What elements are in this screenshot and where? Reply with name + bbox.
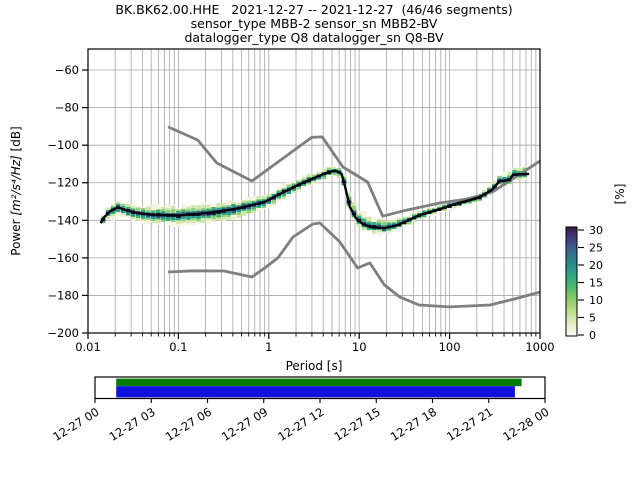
timeline-ticks: 12-27 00 12-27 03 12-27 06 12-27 09 12-27 12…: [50, 398, 552, 444]
y-tick-label: −140: [47, 213, 79, 227]
timeline-tick-label: 12-27 00: [50, 405, 101, 444]
timeline-tick-label: 12-27 18: [388, 405, 439, 444]
noise-model-low-curve: [168, 221, 540, 309]
x-tick-label: 0.1: [169, 340, 187, 354]
timeline-tick-label: 12-27 09: [219, 405, 270, 444]
coverage-timeline: 12-27 00 12-27 03 12-27 06 12-27 09 12-27 12…: [50, 376, 552, 444]
timeline-tick-label: 12-27 03: [107, 405, 158, 444]
plot-frame: [87, 48, 541, 334]
curves: [99, 125, 540, 309]
timeline-coverage-bar: [116, 386, 515, 398]
timeline-tick-label: 12-27 15: [332, 405, 383, 444]
x-tick-label: 1: [265, 340, 272, 354]
colorbar-tick-label: 30: [589, 224, 603, 237]
timeline-tick-label: 12-27 06: [163, 405, 214, 444]
y-tick-label: −200: [47, 326, 79, 340]
figure-title-line1: BK.BK62.00.HHE 2021-12-27 -- 2021-12-27 …: [115, 2, 512, 17]
colorbar-ticks: 0 5 10 15 20 25 30: [578, 224, 603, 342]
y-tick-label: −180: [47, 288, 79, 302]
x-tick-label: 1000: [525, 340, 554, 354]
timeline-tick-label: 12-28 00: [500, 405, 551, 444]
colorbar-tick-label: 15: [589, 277, 603, 290]
colorbar-tick-label: 10: [589, 294, 603, 307]
colorbar: [565, 226, 578, 337]
y-axis-label: Power [m²/s⁴/Hz] [dB]: [9, 126, 23, 255]
figure-title-line3: datalogger_type Q8 datalogger_sn Q8-BV: [184, 30, 444, 45]
psd-mode-line: [99, 169, 530, 230]
figure-title-line2: sensor_type MBB-2 sensor_sn MBB2-BV: [191, 16, 438, 31]
y-tick-label: −100: [47, 138, 79, 152]
axis-ticks: 0.01 0.1 1 10 100 1000 −60 −80 −100 −120 −140 −160 −…: [47, 63, 554, 354]
y-tick-label: −80: [55, 101, 79, 115]
timeline-tick-label: 12-27 12: [275, 405, 326, 444]
noise-model-high-curve: [167, 125, 540, 218]
psd-histogram-cell: [286, 189, 291, 194]
colorbar-tick-label: 0: [589, 329, 596, 342]
colorbar-tick-label: 25: [589, 242, 603, 255]
colorbar-tick-label: 20: [589, 259, 603, 272]
y-tick-label: −120: [47, 176, 79, 190]
psd-histogram-cell: [226, 208, 231, 215]
psd-histogram-cell: [376, 225, 382, 228]
x-axis-label: Period [s]: [286, 359, 343, 373]
y-tick-label: −160: [47, 251, 79, 265]
y-tick-label: −60: [55, 63, 79, 77]
colorbar-label: [%]: [613, 184, 627, 205]
timeline-tick-label: 12-27 21: [444, 405, 495, 444]
psd-histogram-cell: [401, 220, 407, 222]
colorbar-tick-label: 5: [589, 312, 596, 325]
x-tick-label: 0.01: [75, 340, 101, 354]
x-tick-label: 100: [439, 340, 461, 354]
grid: [87, 49, 541, 334]
timeline-segments-bar: [116, 378, 522, 387]
psd-histogram-cell: [211, 212, 216, 215]
x-tick-label: 10: [352, 340, 367, 354]
